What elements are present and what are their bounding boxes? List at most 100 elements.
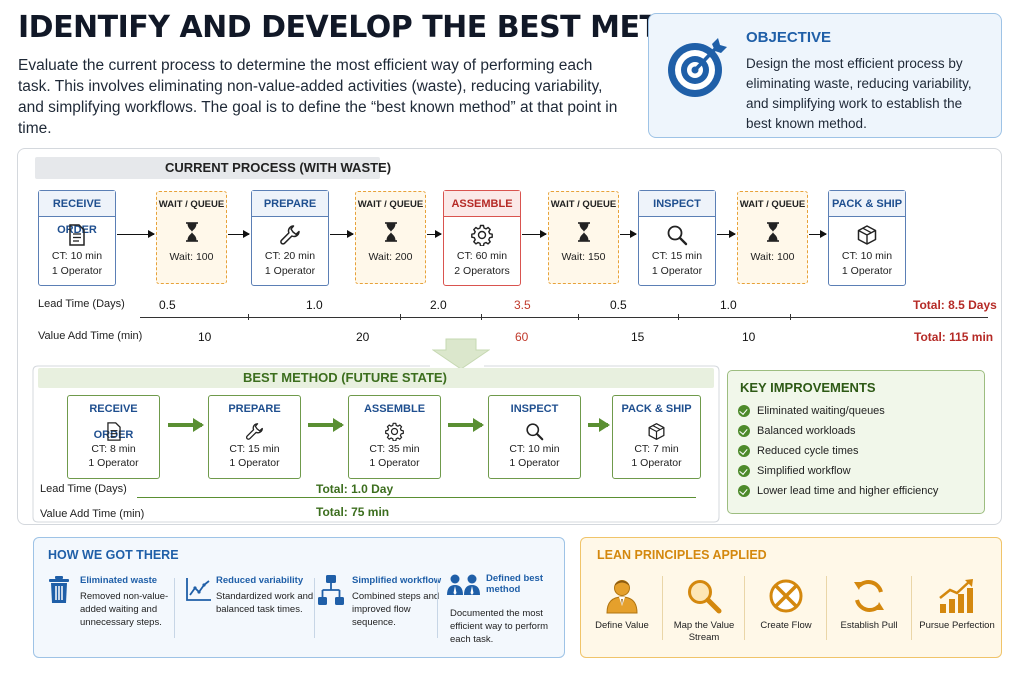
hourglass-icon (384, 222, 397, 242)
timeline-tick (481, 314, 482, 320)
check-icon (738, 405, 750, 417)
page-title: IDENTIFY AND DEVELOP THE BEST METHOD (18, 10, 734, 45)
hourglass-icon (766, 222, 779, 242)
lean-item-map-value-stream: Map the Value Stream (663, 574, 745, 644)
cycle-icon (854, 580, 884, 612)
flow-arrow (717, 230, 736, 238)
step-title: INSPECT (639, 191, 715, 217)
check-icon (738, 425, 750, 437)
future-state-banner: BEST METHOD (FUTURE STATE) (38, 368, 714, 388)
step-operators: 1 Operator (631, 457, 682, 469)
current-process-banner: CURRENT PROCESS (WITH WASTE) (35, 157, 391, 179)
future-lead-time-label: Lead Time (Days) (40, 483, 127, 495)
document-icon (106, 421, 121, 441)
step-title: INSPECT (510, 403, 559, 415)
how-heading: HOW WE GOT THERE (48, 548, 179, 562)
check-icon (738, 445, 750, 457)
timeline-tick (678, 314, 679, 320)
step-cycle-time: CT: 60 min (456, 250, 508, 262)
lean-item-pursue-perfection: Pursue Perfection (916, 574, 998, 632)
current-wait-3: WAIT / QUEUE Wait: 150 (548, 191, 619, 284)
divider (174, 578, 175, 638)
divider (662, 576, 663, 640)
how-item-text: Removed non-value-added waiting and unne… (80, 591, 169, 628)
transition-arrow-icon (432, 338, 490, 370)
magnifier-icon (688, 580, 722, 614)
improvements-list: Eliminated waiting/queues Balanced workl… (738, 401, 938, 501)
timeline-tick (790, 314, 791, 320)
gear-icon (385, 422, 404, 441)
current-step-pack-ship: PACK & SHIP CT: 10 min 1 Operator (828, 190, 906, 286)
box-icon (857, 225, 877, 245)
future-step-pack-ship: PACK & SHIP CT: 7 min 1 Operator (612, 395, 701, 479)
check-icon (738, 465, 750, 477)
value-add-value: 60 (515, 330, 529, 344)
list-item: Eliminated waiting/queues (738, 401, 938, 421)
trend-chart-icon (186, 578, 211, 601)
step-title: ASSEMBLE (363, 403, 426, 415)
intro-text: Evaluate the current process to determin… (18, 57, 618, 137)
step-title: PREPARE (252, 191, 328, 217)
step-title: PREPARE (228, 403, 281, 415)
timeline-tick (400, 314, 401, 320)
how-item-text: Standardized work and balanced task time… (216, 591, 314, 615)
check-icon (738, 485, 750, 497)
step-operators: 1 Operator (88, 457, 139, 469)
improvement-text: Eliminated waiting/queues (757, 405, 885, 417)
lead-time-value: 0.5 (159, 298, 176, 312)
step-operators: 1 Operator (369, 457, 420, 469)
how-we-got-there-panel: HOW WE GOT THERE Eliminated waste Remove… (33, 537, 565, 658)
magnifier-icon (526, 422, 544, 440)
flow-arrow (228, 230, 250, 238)
future-step-prepare: PREPARE CT: 15 min 1 Operator (208, 395, 301, 479)
current-step-assemble: ASSEMBLE CT: 60 min 2 Operators (443, 190, 521, 286)
lead-time-value: 2.0 (430, 298, 447, 312)
step-title: RECEIVE ORDER (39, 191, 115, 236)
lean-item-define-value: Define Value (581, 574, 663, 632)
wait-title: WAIT / QUEUE (357, 199, 424, 210)
future-step-inspect: INSPECT CT: 10 min 1 Operator (488, 395, 581, 479)
flow-arrow (308, 418, 344, 432)
key-improvements-heading: KEY IMPROVEMENTS (740, 380, 876, 395)
step-title: ASSEMBLE (444, 191, 520, 217)
how-item-text: Combined steps and improved flow sequenc… (352, 591, 440, 628)
wrench-icon (280, 225, 300, 245)
key-improvements-panel: KEY IMPROVEMENTS Eliminated waiting/queu… (727, 370, 985, 514)
document-icon (69, 224, 85, 246)
value-add-value: 10 (198, 330, 212, 344)
future-state-frame (32, 365, 720, 523)
step-cycle-time: CT: 15 min (651, 250, 703, 262)
magnifier-icon (667, 225, 688, 246)
lead-time-value: 1.0 (720, 298, 737, 312)
step-cycle-time: CT: 10 min (51, 250, 103, 262)
future-value-add-label: Value Add Time (min) (40, 508, 145, 520)
future-lead-time-total: Total: 1.0 Day (316, 482, 394, 496)
value-add-label: Value Add Time (min) (38, 330, 143, 342)
trash-icon (49, 576, 69, 603)
list-item: Balanced workloads (738, 421, 938, 441)
divider (437, 578, 438, 638)
step-operators: 1 Operator (229, 457, 280, 469)
wait-value: Wait: 100 (169, 251, 214, 263)
list-item: Simplified workflow (738, 461, 938, 481)
lead-time-value: 1.0 (306, 298, 323, 312)
step-operators: 2 Operators (454, 265, 510, 277)
target-icon (668, 38, 727, 97)
step-cycle-time: CT: 35 min (369, 443, 420, 455)
step-cycle-time: CT: 10 min (509, 443, 560, 455)
future-step-receive-order: RECEIVE ORDER CT: 8 min 1 Operator (67, 395, 160, 479)
flow-arrow (427, 230, 442, 238)
step-title: PACK & SHIP (829, 191, 905, 217)
step-cycle-time: CT: 8 min (91, 443, 136, 455)
flow-arrow (588, 418, 610, 432)
timeline-tick (248, 314, 249, 320)
current-wait-1: WAIT / QUEUE Wait: 100 (156, 191, 227, 284)
objective-text: Design the most efficient process by eli… (746, 56, 972, 131)
step-cycle-time: CT: 7 min (634, 443, 679, 455)
lean-item-label: Pursue Perfection (919, 620, 995, 631)
step-operators: 1 Operator (509, 457, 560, 469)
value-add-total: Total: 115 min (914, 330, 994, 344)
flow-arrow (117, 230, 155, 238)
wait-title: WAIT / QUEUE (550, 199, 617, 210)
current-step-receive-order: RECEIVE ORDER CT: 10 min 1 Operator (38, 190, 116, 286)
